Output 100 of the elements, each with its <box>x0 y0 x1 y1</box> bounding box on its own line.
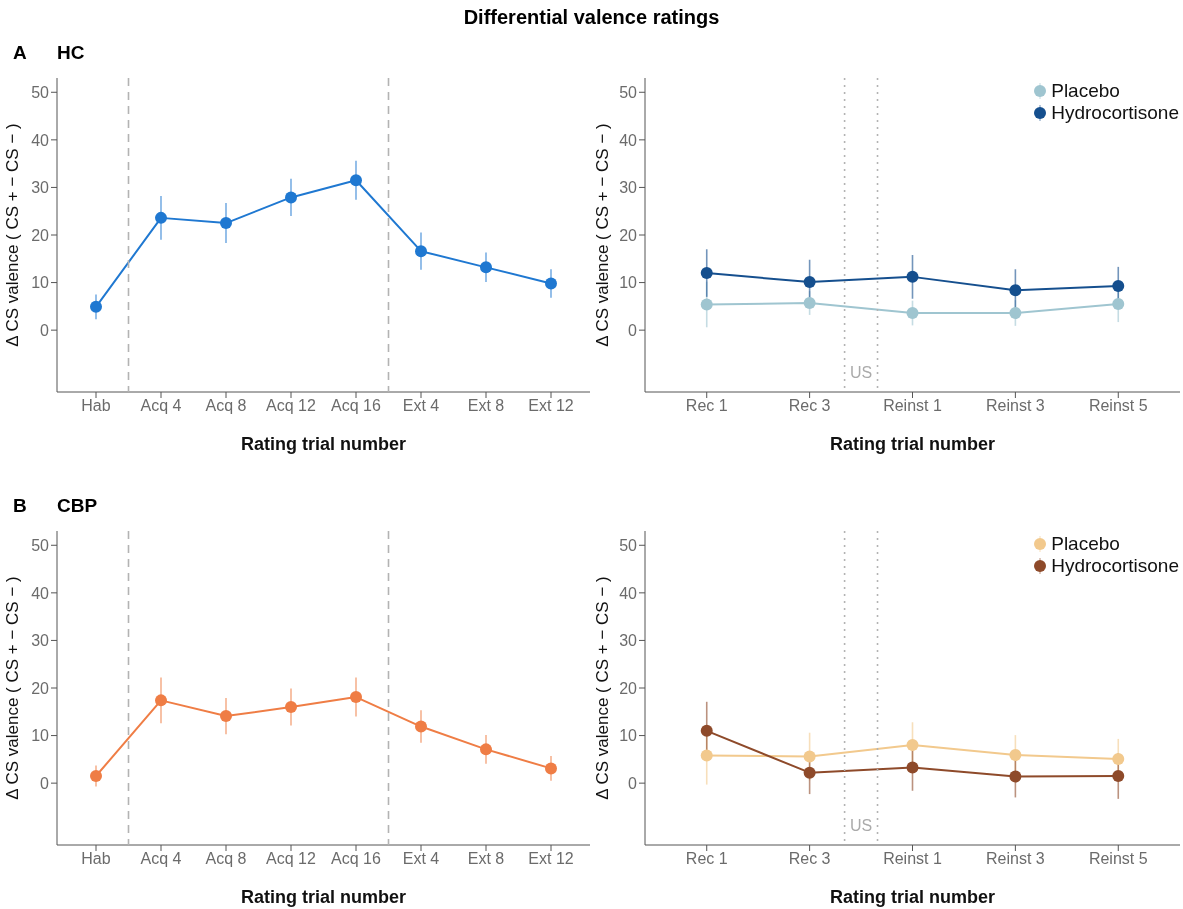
x-tick-label: Reinst 1 <box>883 397 942 415</box>
y-tick-label: 30 <box>619 632 638 650</box>
x-tick-label: Acq 12 <box>266 850 317 868</box>
y-tick-label: 20 <box>619 679 638 697</box>
point <box>906 270 919 283</box>
y-tick-label: 40 <box>31 584 50 602</box>
point <box>1009 284 1022 297</box>
x-tick-label: Acq 16 <box>331 850 382 868</box>
text: B <box>13 495 27 517</box>
y-tick-label: 0 <box>40 774 50 792</box>
x-tick-label: Rec 1 <box>685 850 728 868</box>
x-axis-title: Rating trial number <box>240 434 407 454</box>
point <box>700 749 713 762</box>
point <box>220 710 232 723</box>
y-tick-label: 30 <box>31 632 50 650</box>
point <box>90 300 102 313</box>
point <box>155 694 167 707</box>
point <box>906 761 919 774</box>
point <box>803 766 816 779</box>
annotation: US <box>849 817 873 834</box>
point <box>90 770 102 783</box>
point <box>155 211 167 224</box>
chart-subtitle: HC <box>57 42 85 64</box>
y-tick-label: 50 <box>619 536 638 554</box>
y-tick-label: 0 <box>628 321 638 339</box>
x-tick-label: Hab <box>81 397 111 415</box>
text: A <box>13 42 27 64</box>
point <box>350 691 362 704</box>
y-tick-label: 10 <box>619 727 638 745</box>
y-tick-label: 0 <box>40 321 50 339</box>
point <box>700 724 713 737</box>
point <box>220 217 232 230</box>
y-tick-label: 30 <box>619 179 638 197</box>
point <box>803 750 816 763</box>
x-tick-label: Ext 4 <box>402 850 440 868</box>
x-tick-label: Reinst 5 <box>1088 850 1148 868</box>
x-axis-title: Rating trial number <box>240 887 407 907</box>
x-tick-label: Ext 4 <box>402 397 440 415</box>
point <box>415 720 427 733</box>
point <box>480 743 492 756</box>
point <box>1112 297 1125 310</box>
legend-label: Hydrocortisone <box>1051 102 1179 124</box>
y-tick-label: 10 <box>31 727 50 745</box>
y-tick-label: 50 <box>31 536 50 554</box>
x-axis-title: Rating trial number <box>829 887 996 907</box>
x-tick-label: Rec 1 <box>685 397 728 415</box>
x-tick-label: Acq 8 <box>205 850 247 868</box>
annotation: US <box>849 364 873 381</box>
y-axis-title: Δ CS valence ( CS + − CS − ) <box>593 123 613 347</box>
point <box>906 307 919 320</box>
x-tick-label: Ext 12 <box>528 850 574 868</box>
y-tick-label: 10 <box>619 274 638 292</box>
y-tick-label: 0 <box>628 774 638 792</box>
point <box>1009 307 1022 320</box>
legend-label: Placebo <box>1051 533 1120 555</box>
point <box>803 276 816 289</box>
point <box>803 297 816 310</box>
y-tick-label: 10 <box>31 274 50 292</box>
y-tick-label: 40 <box>619 131 638 149</box>
y-tick-label: 20 <box>31 679 50 697</box>
y-tick-label: 20 <box>619 226 638 244</box>
legend-label: Hydrocortisone <box>1051 555 1179 577</box>
x-tick-label: Acq 8 <box>205 397 247 415</box>
x-tick-label: Acq 4 <box>140 850 182 868</box>
point <box>285 701 297 714</box>
x-tick-label: Acq 16 <box>331 397 382 415</box>
point <box>350 174 362 187</box>
chart-title: Differential valence ratings <box>462 6 721 29</box>
legend-label: Placebo <box>1051 80 1120 102</box>
y-axis-title: Δ CS valence ( CS + − CS − ) <box>3 123 23 347</box>
point <box>285 191 297 204</box>
point <box>415 245 427 258</box>
y-tick-label: 40 <box>619 584 638 602</box>
x-tick-label: Ext 8 <box>467 850 505 868</box>
point <box>1009 749 1022 762</box>
point <box>1112 279 1125 292</box>
y-axis-title: Δ CS valence ( CS + − CS − ) <box>593 576 613 800</box>
x-tick-label: Ext 12 <box>528 397 574 415</box>
x-tick-label: Rec 3 <box>788 397 831 415</box>
point <box>545 762 557 775</box>
point <box>700 267 713 280</box>
x-tick-label: Reinst 1 <box>883 850 942 868</box>
x-tick-label: Reinst 5 <box>1088 397 1148 415</box>
y-axis-title: Δ CS valence ( CS + − CS − ) <box>3 576 23 800</box>
x-tick-label: Hab <box>81 850 111 868</box>
point <box>906 739 919 752</box>
y-tick-label: 30 <box>31 179 50 197</box>
point <box>700 298 713 311</box>
y-tick-label: 20 <box>31 226 50 244</box>
x-tick-label: Reinst 3 <box>986 397 1045 415</box>
x-tick-label: Reinst 3 <box>986 850 1045 868</box>
x-tick-label: Ext 8 <box>467 397 505 415</box>
y-tick-label: 50 <box>31 83 50 101</box>
x-axis-title: Rating trial number <box>829 434 996 454</box>
point <box>1112 752 1125 765</box>
point <box>545 277 557 290</box>
x-tick-label: Acq 12 <box>266 397 317 415</box>
y-tick-label: 50 <box>619 83 638 101</box>
chart-subtitle: CBP <box>57 495 98 517</box>
point <box>480 261 492 274</box>
